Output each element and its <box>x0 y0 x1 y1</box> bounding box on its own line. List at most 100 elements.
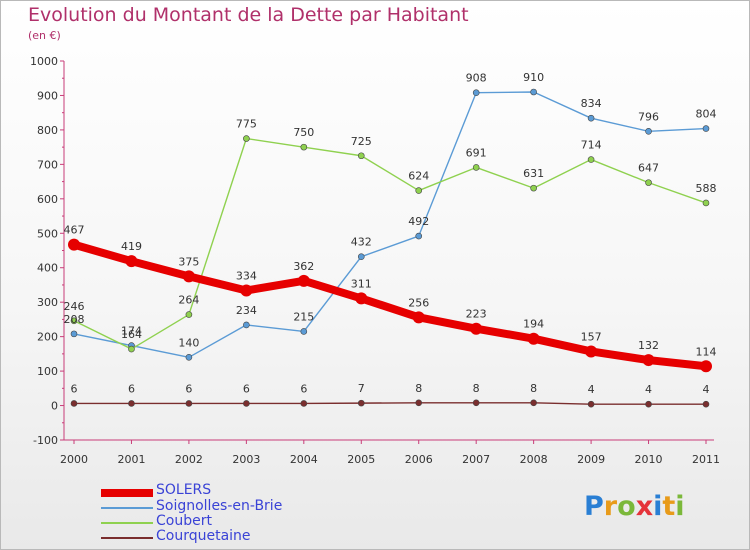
data-point-soignolles-en-brie <box>185 354 193 361</box>
data-point-coubert <box>472 164 480 171</box>
logo-letter: r <box>603 491 618 522</box>
data-point-coubert <box>300 143 308 151</box>
data-point-soignolles-en-brie <box>702 125 710 132</box>
data-label-soignolles-en-brie: 140 <box>178 336 199 349</box>
data-point-coubert <box>645 179 652 186</box>
data-label-soignolles-en-brie: 208 <box>64 313 85 326</box>
data-label-courquetaine: 6 <box>300 382 307 395</box>
data-label-solers: 114 <box>696 345 717 358</box>
data-point-soignolles-en-brie <box>300 328 308 335</box>
data-label-coubert: 588 <box>696 182 717 195</box>
logo-letter: P <box>584 491 604 522</box>
data-label-soignolles-en-brie: 174 <box>121 325 142 338</box>
data-label-courquetaine: 8 <box>473 382 480 395</box>
data-label-soignolles-en-brie: 834 <box>581 97 602 110</box>
data-label-courquetaine: 4 <box>703 383 710 396</box>
data-point-solers <box>700 360 712 373</box>
x-tick-label: 2003 <box>232 453 260 466</box>
data-label-soignolles-en-brie: 234 <box>236 304 257 317</box>
x-tick-label: 2010 <box>635 453 663 466</box>
proxiti-logo: Proxiti <box>584 491 685 522</box>
data-label-soignolles-en-brie: 432 <box>351 236 372 249</box>
data-point-coubert <box>185 311 193 318</box>
data-label-coubert: 725 <box>351 135 372 148</box>
data-label-soignolles-en-brie: 908 <box>466 72 487 85</box>
data-point-coubert <box>243 135 250 142</box>
data-label-courquetaine: 8 <box>415 382 422 395</box>
data-point-solers <box>470 322 483 335</box>
data-point-solers <box>297 274 310 287</box>
data-label-coubert: 164 <box>121 328 142 341</box>
series-line-soignolles-en-brie <box>73 91 707 359</box>
data-point-solers <box>527 332 540 345</box>
data-point-soignolles-en-brie <box>472 89 480 96</box>
data-label-coubert: 264 <box>178 294 199 307</box>
data-point-courquetaine <box>415 399 423 407</box>
x-tick-label: 2007 <box>462 453 490 466</box>
logo-letter: o <box>617 491 636 522</box>
x-tick-label: 2009 <box>577 453 605 466</box>
data-point-coubert <box>702 199 710 207</box>
y-tick-label: 600 <box>37 193 58 206</box>
data-point-solers <box>585 345 598 358</box>
y-tick-label: 400 <box>37 262 58 275</box>
x-tick-label: 2000 <box>60 453 88 466</box>
legend-swatch-soignolles <box>101 507 153 509</box>
data-label-solers: 311 <box>351 277 372 290</box>
series-line-solers <box>70 240 710 371</box>
data-label-solers: 362 <box>293 260 314 273</box>
data-label-solers: 194 <box>523 318 544 331</box>
data-point-coubert <box>70 317 78 325</box>
data-label-soignolles-en-brie: 215 <box>293 310 314 323</box>
data-point-coubert <box>128 345 135 353</box>
data-label-coubert: 647 <box>638 162 659 175</box>
series-line-courquetaine <box>73 402 707 405</box>
data-point-courquetaine <box>702 400 710 408</box>
data-label-courquetaine: 6 <box>185 382 192 395</box>
data-label-solers: 419 <box>121 240 142 253</box>
legend-label-courquetaine: Courquetaine <box>156 528 251 544</box>
legend-swatch-coubert <box>101 522 153 524</box>
data-point-courquetaine <box>300 400 308 407</box>
data-label-courquetaine: 7 <box>358 382 365 395</box>
data-label-coubert: 624 <box>408 170 429 183</box>
data-point-soignolles-en-brie <box>645 127 652 135</box>
y-tick-label: -100 <box>33 434 58 447</box>
data-point-coubert <box>530 184 537 192</box>
x-tick-label: 2004 <box>290 453 318 466</box>
data-label-solers: 467 <box>64 224 85 237</box>
data-label-solers: 375 <box>178 255 199 268</box>
data-label-courquetaine: 4 <box>645 383 652 396</box>
data-label-solers: 157 <box>581 330 602 343</box>
data-label-solers: 223 <box>466 308 487 321</box>
y-tick-label: 1000 <box>30 55 58 68</box>
legend-swatch-solers <box>101 489 153 497</box>
data-point-courquetaine <box>128 400 135 407</box>
data-label-coubert: 714 <box>581 139 602 152</box>
chart-title: Evolution du Montant de la Dette par Hab… <box>28 4 469 26</box>
data-point-courquetaine <box>472 399 480 407</box>
data-point-solers <box>125 255 138 268</box>
series-line-coubert <box>73 137 707 350</box>
data-label-solers: 132 <box>638 339 659 352</box>
data-label-soignolles-en-brie: 796 <box>638 110 659 123</box>
data-point-solers <box>642 354 655 367</box>
y-tick-label: 200 <box>37 331 58 344</box>
x-tick-label: 2005 <box>347 453 375 466</box>
logo-letter: i <box>675 491 685 522</box>
data-label-courquetaine: 6 <box>128 382 135 395</box>
y-tick-label: 0 <box>51 400 58 413</box>
legend-label-solers: SOLERS <box>156 482 212 498</box>
chart-subtitle: (en €) <box>28 29 61 42</box>
data-point-solers <box>240 284 253 297</box>
data-point-soignolles-en-brie <box>530 88 537 96</box>
y-tick-label: 100 <box>37 365 58 378</box>
data-point-solers <box>68 238 80 251</box>
data-point-soignolles-en-brie <box>587 114 595 122</box>
data-label-soignolles-en-brie: 910 <box>523 71 544 84</box>
logo-letter: i <box>653 491 663 522</box>
data-point-coubert <box>587 156 595 163</box>
legend-label-coubert: Coubert <box>156 513 212 529</box>
